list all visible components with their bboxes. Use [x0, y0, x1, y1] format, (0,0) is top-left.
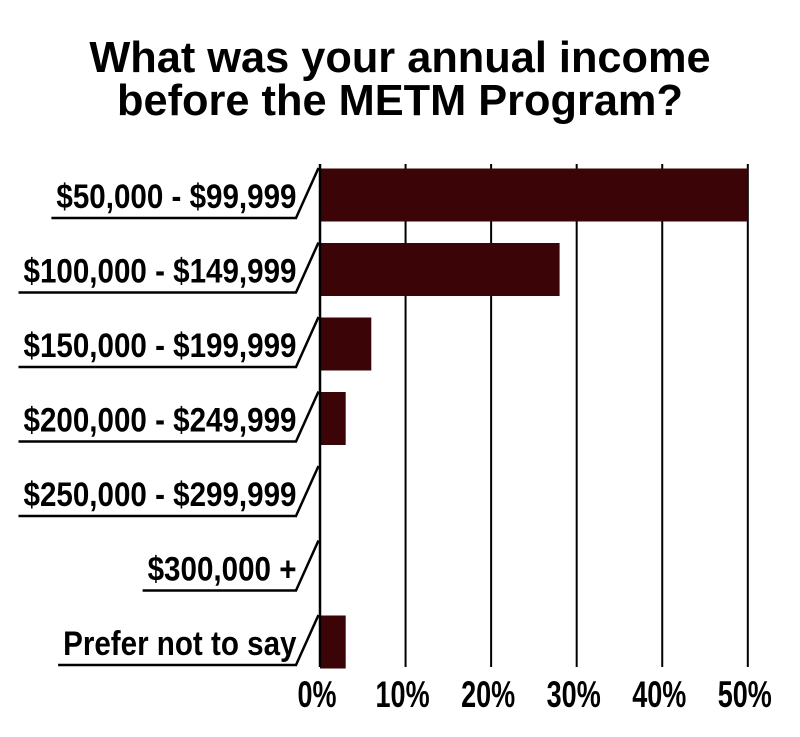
chart-title-line1: What was your annual income: [89, 33, 710, 82]
category-label-1: $100,000 - $149,999: [24, 253, 297, 291]
x-tick-label-20%: 20%: [461, 674, 515, 715]
x-tick-label-30%: 30%: [547, 674, 601, 715]
bar-row-0: [320, 168, 748, 222]
x-tick-label-0%: 0%: [298, 674, 337, 715]
category-leader-diagonal-3: [294, 390, 320, 443]
category-label-5: $300,000 +: [148, 551, 297, 589]
category-leader-diagonal-4: [294, 465, 320, 517]
x-tick-label-50%: 50%: [718, 674, 772, 715]
category-label-4: $250,000 - $299,999: [24, 476, 297, 514]
bar-row-2: [320, 317, 372, 371]
category-leader-diagonal-2: [294, 316, 320, 368]
bar-row-1: [320, 243, 560, 296]
x-tick-label-10%: 10%: [376, 674, 430, 715]
category-label-6: Prefer not to say: [63, 625, 296, 663]
category-label-3: $200,000 - $249,999: [24, 402, 297, 440]
category-label-0: $50,000 - $99,999: [56, 178, 296, 216]
bar-row-6: [320, 615, 346, 669]
category-leader-diagonal-5: [294, 539, 320, 592]
category-label-2: $150,000 - $199,999: [24, 327, 297, 365]
category-leader-diagonal-0: [294, 167, 320, 219]
chart-title-line2: before the METM Program?: [117, 76, 683, 125]
bar-row-3: [320, 392, 346, 445]
category-leader-diagonal-6: [294, 614, 320, 666]
category-leader-diagonal-1: [294, 241, 320, 294]
x-tick-label-40%: 40%: [632, 674, 686, 715]
